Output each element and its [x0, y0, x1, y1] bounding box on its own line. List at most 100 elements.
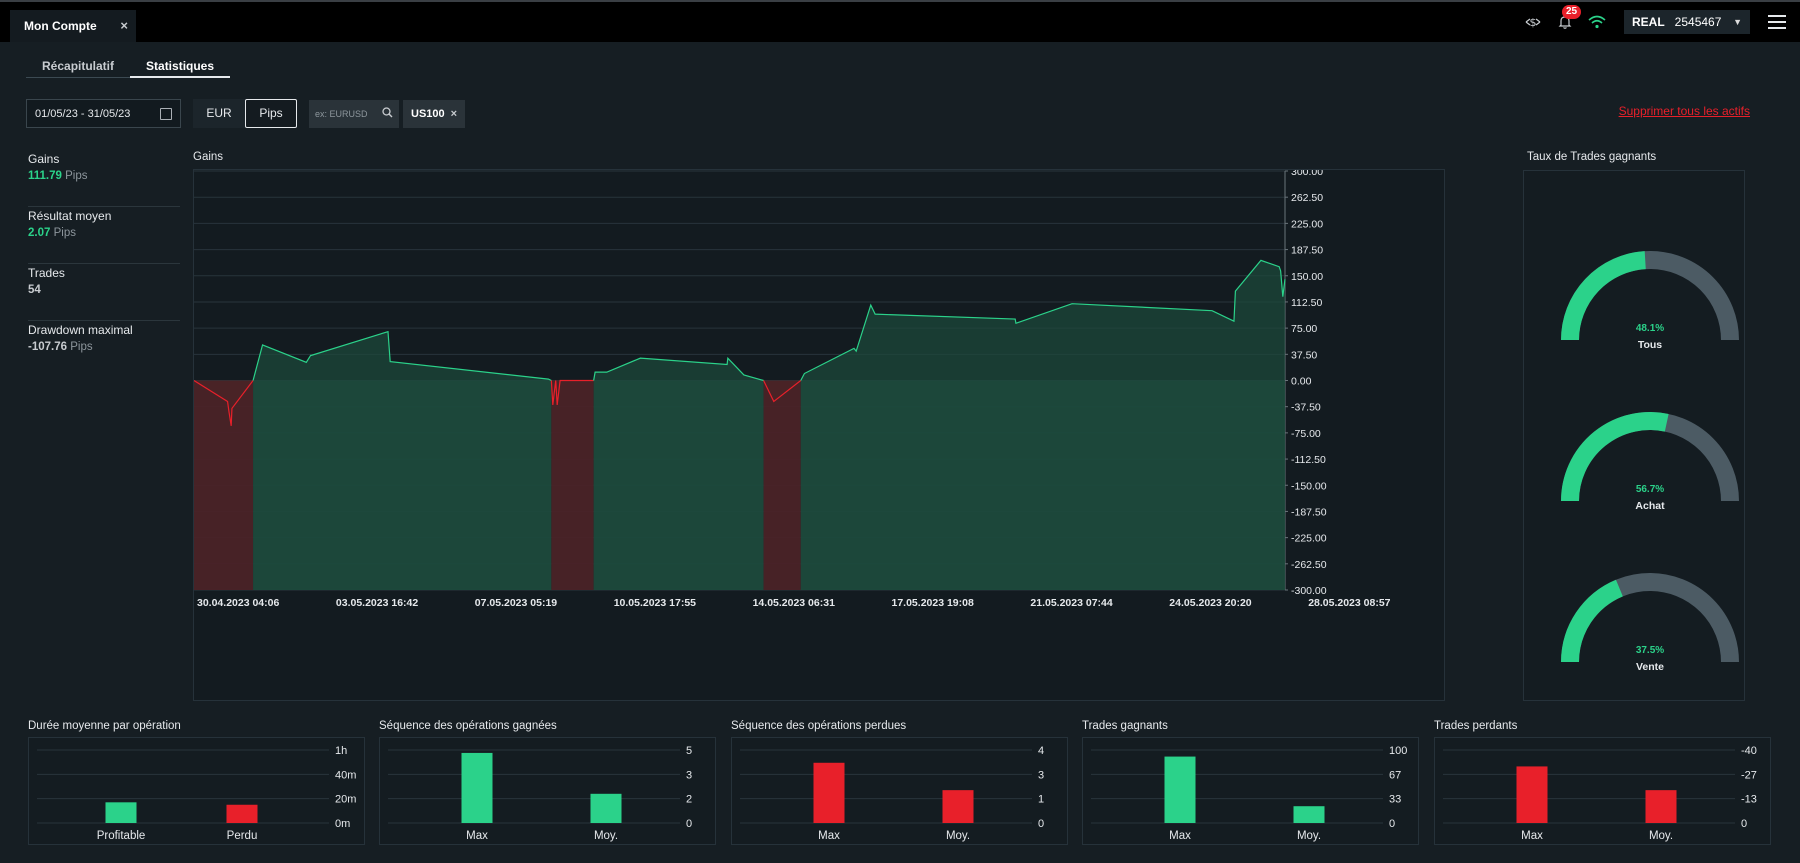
loss-area	[763, 380, 801, 402]
account-type: REAL	[1632, 15, 1665, 29]
bar-max	[1516, 766, 1548, 823]
gains-chart-title: Gains	[193, 151, 224, 163]
mini-title-trades-perdants: Trades perdants	[1434, 720, 1518, 732]
y-tick-label: 1h	[335, 745, 347, 757]
category-label: Perdu	[227, 830, 258, 842]
bar-max	[813, 762, 845, 823]
gain-line	[593, 356, 764, 382]
y-tick-label: 0.00	[1291, 376, 1312, 388]
bar-moy	[1645, 790, 1677, 823]
stats-panel: Gains 111.79 Pips Résultat moyen 2.07 Pi…	[28, 150, 180, 378]
gain-area	[253, 331, 552, 381]
top-bar: Mon Compte × $ 25 REAL 2545467 ▼	[0, 2, 1800, 42]
tab-statistiques[interactable]: Statistiques	[130, 54, 231, 78]
loss-line	[194, 379, 254, 426]
x-tick-label: 07.05.2023 05:19	[475, 597, 557, 609]
stat-drawdown-maximal: Drawdown maximal -107.76 Pips	[28, 321, 180, 378]
mini-title-seq-perdues: Séquence des opérations perdues	[731, 720, 907, 732]
y-tick-label: 20m	[335, 794, 356, 806]
bar-moy	[1293, 806, 1325, 823]
mini-title-duree: Durée moyenne par opération	[28, 720, 181, 732]
chevron-down-icon: ▼	[1733, 17, 1742, 27]
tab-mon-compte[interactable]: Mon Compte ×	[10, 10, 136, 42]
delete-all-assets-link[interactable]: Supprimer tous les actifs	[1618, 104, 1750, 118]
x-tick-label: 24.05.2023 20:20	[1169, 597, 1251, 609]
y-tick-label: -187.50	[1291, 506, 1327, 518]
bell-icon[interactable]: 25	[1554, 5, 1582, 33]
y-tick-label: 5	[686, 745, 692, 757]
y-tick-label: 1	[1038, 794, 1044, 806]
asset-chip[interactable]: US100 ×	[403, 99, 466, 128]
asset-search-input[interactable]: ex: EURUSD	[309, 99, 399, 128]
gain-band	[800, 380, 1285, 590]
bar-max	[461, 752, 493, 823]
gauge-value: 56.7%	[1636, 484, 1664, 495]
y-tick-label: -75.00	[1291, 428, 1321, 440]
y-tick-label: -27	[1741, 769, 1757, 781]
loss-area	[194, 380, 254, 426]
category-label: Profitable	[97, 830, 146, 842]
gain-line	[800, 259, 1286, 381]
gauge-value: 37.5%	[1636, 645, 1664, 656]
loss-band	[763, 380, 801, 590]
category-label: Moy.	[1649, 830, 1673, 842]
gain-band	[253, 380, 552, 590]
gain-area	[800, 260, 1285, 381]
chip-close-icon[interactable]: ×	[450, 107, 458, 120]
menu-icon[interactable]	[1768, 15, 1786, 29]
mini-title-trades-gagnants: Trades gagnants	[1082, 720, 1168, 732]
gauge-value: 48.1%	[1636, 323, 1664, 334]
y-tick-label: 100	[1389, 745, 1407, 757]
mini-title-seq-gagnees: Séquence des opérations gagnées	[379, 720, 557, 732]
pips-button[interactable]: Pips	[245, 99, 297, 128]
x-tick-label: 03.05.2023 16:42	[336, 597, 418, 609]
y-tick-label: 0	[1741, 818, 1747, 830]
wifi-icon	[1586, 11, 1608, 33]
date-range-value: 01/05/23 - 31/05/23	[35, 107, 131, 120]
bar-moy	[590, 793, 622, 823]
x-tick-label: 28.05.2023 08:57	[1308, 597, 1390, 609]
stat-label: Gains	[28, 152, 60, 166]
gain-area	[593, 358, 764, 381]
y-tick-label: 67	[1389, 769, 1401, 781]
y-tick-label: 2	[686, 794, 692, 806]
account-selector[interactable]: REAL 2545467 ▼	[1624, 10, 1750, 34]
stat-label: Drawdown maximal	[28, 323, 133, 337]
calendar-icon	[160, 107, 172, 120]
bar-moy	[942, 790, 974, 823]
mini-chart-seq-perdues: 4 3 1 0 Max Moy.	[731, 737, 1068, 845]
eur-button[interactable]: EUR	[193, 99, 245, 128]
mini-chart-trades-perdants: -40 -27 -13 0 Max Moy.	[1434, 737, 1771, 845]
category-label: Max	[466, 830, 488, 842]
y-tick-label: 150.00	[1291, 271, 1323, 283]
loss-line	[763, 380, 802, 403]
tab-recapitulatif[interactable]: Récapitulatif	[42, 59, 115, 73]
win-rate-gauges-svg: 48.1% Tous 56.7% Achat 37.5% Vente	[1561, 251, 1739, 673]
mini-chart-trades-gagnants: 100 67 33 0 Max Moy.	[1082, 737, 1419, 845]
y-tick-label: 37.50	[1291, 349, 1317, 361]
gauge-tous: 48.1% Tous	[1561, 251, 1739, 351]
toolbar-right: $ 25 REAL 2545467 ▼	[1522, 5, 1786, 34]
close-icon[interactable]: ×	[120, 18, 128, 33]
x-tick-label: 10.05.2023 17:55	[614, 597, 696, 609]
mini-chart-seq-gagnees: 5 3 2 0 Max Moy.	[379, 737, 716, 845]
date-range-input[interactable]: 01/05/23 - 31/05/23	[26, 99, 181, 128]
category-label: Moy.	[594, 830, 618, 842]
y-tick-label: 4	[1038, 745, 1044, 757]
gains-chart-svg: 300.00 262.50 225.00 187.50 150.00 112.50 75.0…	[194, 170, 1391, 609]
y-tick-label: -13	[1741, 794, 1757, 806]
gauge-achat: 56.7% Achat	[1561, 412, 1739, 512]
currency-exchange-icon[interactable]: $	[1522, 11, 1544, 33]
stat-label: Trades	[28, 266, 65, 280]
svg-text:$: $	[1530, 16, 1537, 29]
sub-tabs: Récapitulatif Statistiques	[26, 54, 231, 78]
y-tick-label: -150.00	[1291, 480, 1327, 492]
category-label: Moy.	[946, 830, 970, 842]
y-tick-label: 75.00	[1291, 323, 1317, 335]
x-tick-label: 30.04.2023 04:06	[197, 597, 279, 609]
account-number: 2545467	[1674, 15, 1722, 29]
y-tick-label: -40	[1741, 745, 1757, 757]
category-label: Max	[1169, 830, 1191, 842]
y-tick-label: 262.50	[1291, 192, 1323, 204]
search-placeholder: ex: EURUSD	[315, 108, 368, 119]
